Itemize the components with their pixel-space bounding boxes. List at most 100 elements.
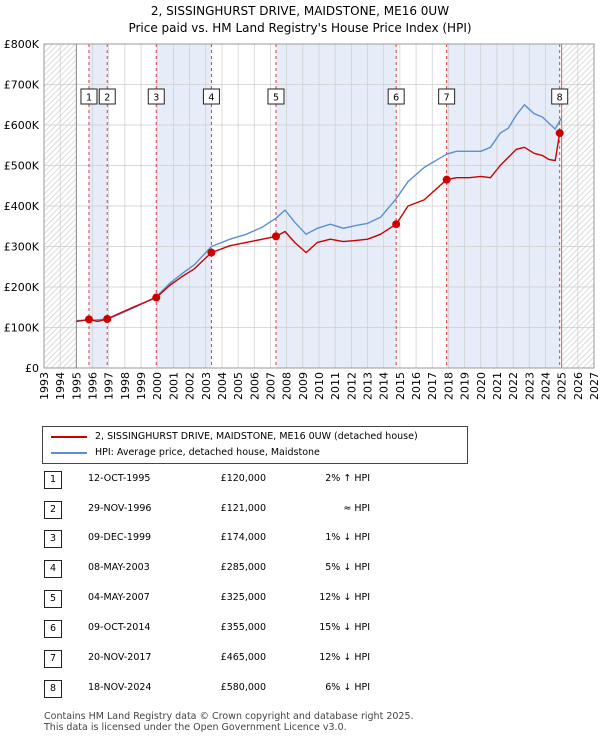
legend-label-hpi: HPI: Average price, detached house, Maid… [95, 447, 320, 458]
sale-number: 2 [44, 501, 62, 519]
plot-frame [43, 43, 595, 369]
sale-marker-number: 8 [557, 93, 563, 104]
sale-marker-number: 7 [444, 93, 450, 104]
sale-date: 04-MAY-2007 [88, 592, 150, 603]
footer-copyright: Contains HM Land Registry data © Crown c… [44, 711, 414, 722]
sale-number: 1 [44, 471, 62, 489]
sale-number: 6 [44, 620, 62, 638]
sale-number: 8 [44, 680, 62, 698]
sale-marker-label: 8 [551, 88, 569, 105]
property-price-line [76, 130, 563, 323]
x-tick-label: 2012 [345, 372, 358, 400]
sale-marker-box [80, 88, 98, 105]
sale-date: 29-NOV-1996 [88, 503, 152, 514]
sale-row: 3 09-DEC-1999 £174,000 1% ↓ HPI [0, 529, 600, 549]
sale-marker-label: 3 [147, 88, 165, 105]
sale-price: £580,000 [220, 682, 266, 693]
sale-hpi-diff: 15% ↓ HPI [319, 622, 370, 633]
sale-row: 8 18-NOV-2024 £580,000 6% ↓ HPI [0, 679, 600, 699]
sale-row: 7 20-NOV-2017 £465,000 12% ↓ HPI [0, 649, 600, 669]
sale-date: 08-MAY-2003 [88, 562, 150, 573]
sale-price: £121,000 [220, 503, 266, 514]
sale-marker-label: 7 [438, 88, 456, 105]
sale-number: 4 [44, 560, 62, 578]
x-tick-label: 2026 [572, 372, 585, 400]
chart-legend: 2, SISSINGHURST DRIVE, MAIDSTONE, ME16 0… [42, 426, 468, 464]
sale-number: 3 [44, 530, 62, 548]
y-tick-label: £800K [4, 38, 40, 51]
sale-hpi-diff: 5% ↓ HPI [325, 562, 370, 573]
x-tick-label: 2024 [539, 372, 552, 400]
legend-swatch-property [51, 435, 87, 438]
legend-swatch-hpi [51, 451, 87, 454]
sale-marker-number: 3 [153, 93, 159, 104]
chart-title-address: 2, SISSINGHURST DRIVE, MAIDSTONE, ME16 0… [150, 4, 450, 18]
footer: Contains HM Land Registry data © Crown c… [44, 711, 414, 733]
x-tick-label: 2006 [248, 372, 261, 400]
x-tick-label: 2022 [507, 372, 520, 400]
y-tick-label: £700K [4, 79, 40, 92]
sale-price: £174,000 [220, 532, 266, 543]
y-tick-label: £400K [4, 200, 40, 213]
sale-price: £285,000 [220, 562, 266, 573]
sale-price: £120,000 [220, 473, 266, 484]
sale-price: £465,000 [220, 652, 266, 663]
sale-number: 7 [44, 650, 62, 668]
sale-marker-number: 6 [393, 93, 399, 104]
sale-marker-label: 1 [80, 88, 98, 105]
x-tick-label: 2019 [459, 372, 472, 400]
sale-row: 5 04-MAY-2007 £325,000 12% ↓ HPI [0, 589, 600, 609]
x-tick-label: 2020 [475, 372, 488, 400]
x-tick-label: 1994 [54, 372, 67, 400]
x-tick-label: 2008 [281, 372, 294, 400]
x-tick-label: 2000 [151, 372, 164, 400]
sale-date: 20-NOV-2017 [88, 652, 152, 663]
sale-price: £325,000 [220, 592, 266, 603]
x-tick-label: 2005 [232, 372, 245, 400]
sale-marker-box [98, 88, 116, 105]
x-tick-label: 2003 [200, 372, 213, 400]
sale-marker-number: 2 [104, 93, 110, 104]
sale-marker-number: 4 [208, 93, 214, 104]
sale-number: 5 [44, 590, 62, 608]
x-tick-label: 2027 [588, 372, 600, 400]
sale-date: 09-DEC-1999 [88, 532, 152, 543]
sale-date: 12-OCT-1995 [88, 473, 151, 484]
sale-date: 09-OCT-2014 [88, 622, 151, 633]
footer-licence: This data is licensed under the Open Gov… [44, 722, 347, 733]
sale-marker-box [551, 88, 569, 105]
x-tick-label: 2001 [167, 372, 180, 400]
x-tick-label: 1993 [38, 372, 51, 400]
x-tick-label: 1997 [103, 372, 116, 400]
sale-point [84, 315, 93, 324]
sale-marker-label: 5 [267, 88, 285, 105]
y-tick-label: £0 [25, 362, 39, 375]
sale-marker-label: 4 [202, 88, 220, 105]
x-tick-label: 2007 [264, 372, 277, 400]
sale-hpi-diff: 12% ↓ HPI [319, 592, 370, 603]
sale-marker-box [147, 88, 165, 105]
sale-point [103, 314, 112, 323]
y-tick-label: £300K [4, 241, 40, 254]
x-tick-label: 2018 [442, 372, 455, 400]
legend-item-hpi: HPI: Average price, detached house, Maid… [51, 446, 320, 460]
legend-item-property: 2, SISSINGHURST DRIVE, MAIDSTONE, ME16 0… [51, 430, 418, 444]
price-chart: 1 2 3 4 5 6 7 8 £0 £100K £200K £300K £400K £500K £600K… [4, 38, 600, 400]
x-tick-label: 2025 [556, 372, 569, 400]
sale-point [271, 232, 280, 241]
sale-hpi-diff: 12% ↓ HPI [319, 652, 370, 663]
sale-hpi-diff: 1% ↓ HPI [325, 532, 370, 543]
sale-point [392, 220, 401, 229]
x-tick-label: 2017 [426, 372, 439, 400]
sale-point [442, 175, 451, 184]
y-tick-label: £600K [4, 119, 40, 132]
y-tick-label: £200K [4, 281, 40, 294]
sale-marker-box [267, 88, 285, 105]
sale-marker-label: 6 [387, 88, 405, 105]
sale-marker-box [387, 88, 405, 105]
sale-row: 2 29-NOV-1996 £121,000 ≈ HPI [0, 500, 600, 520]
x-tick-label: 2013 [362, 372, 375, 400]
x-tick-label: 2002 [184, 372, 197, 400]
hpi-line [76, 104, 563, 322]
sale-marker-number: 1 [86, 93, 92, 104]
